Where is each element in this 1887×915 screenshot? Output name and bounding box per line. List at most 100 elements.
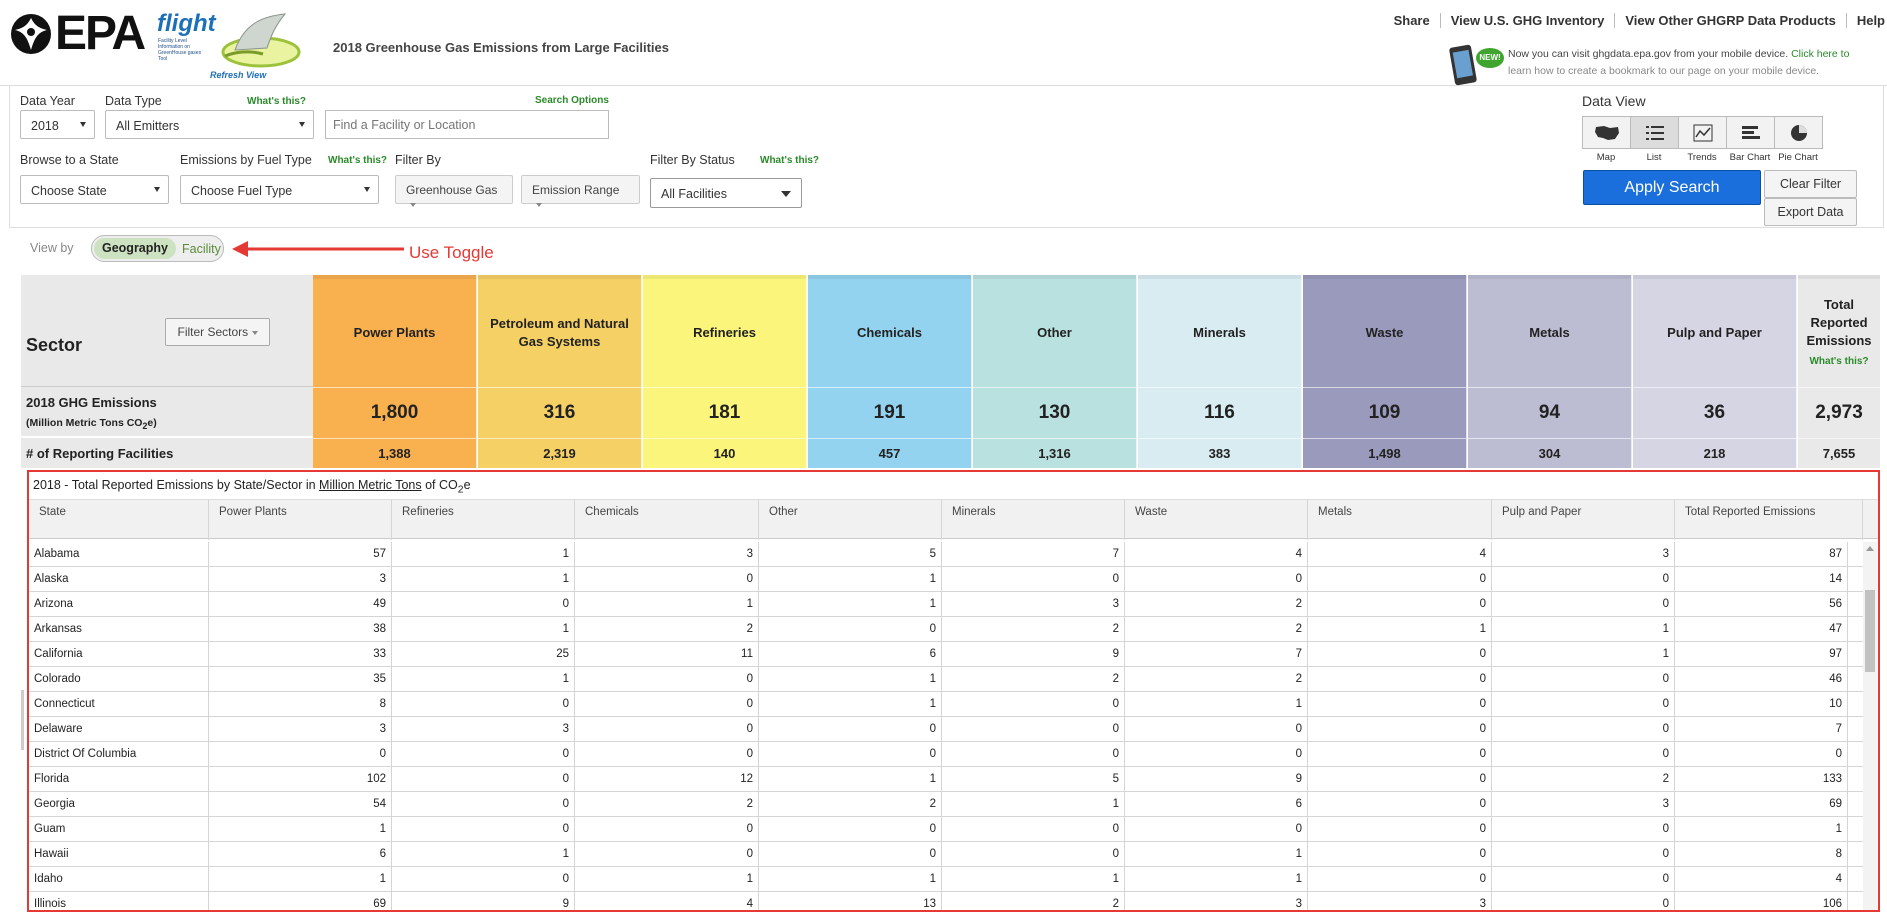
value-cell: 1 [392, 842, 575, 867]
sector-emissions: 191 [808, 387, 971, 437]
refresh-view-link[interactable]: Refresh View [210, 70, 267, 80]
table-row[interactable]: Delaware 3 3 0 0 0 0 0 0 7 [29, 717, 1863, 742]
new-badge: NEW! [1476, 48, 1504, 68]
scroll-up-icon[interactable] [1866, 546, 1874, 551]
list-view-button[interactable] [1630, 116, 1679, 149]
table-row[interactable]: Alaska 3 1 0 1 0 0 0 0 14 [29, 567, 1863, 592]
value-cell: 0 [1308, 842, 1492, 867]
table-row[interactable]: District Of Columbia 0 0 0 0 0 0 0 0 0 [29, 742, 1863, 767]
value-cell: 0 [1308, 642, 1492, 667]
data-year-select[interactable]: 2018 [20, 110, 95, 139]
table-row[interactable]: Illinois 69 9 4 13 2 3 3 0 106 [29, 892, 1863, 910]
pie-chart-icon [1790, 124, 1807, 141]
table-row[interactable]: Georgia 54 0 2 2 1 6 0 3 69 [29, 792, 1863, 817]
fuel-type-whats-this-link[interactable]: What's this? [328, 155, 388, 166]
value-cell: 2 [942, 667, 1125, 692]
search-options-link[interactable]: Search Options [535, 95, 609, 106]
trends-view-button[interactable] [1678, 116, 1727, 149]
grid-column-header[interactable]: State [29, 500, 209, 540]
grid-column-header[interactable]: Minerals [942, 500, 1125, 540]
grid-column-header[interactable]: Total Reported Emissions [1675, 500, 1863, 540]
mobile-text-a: Now you can visit ghgdata.epa.gov from y… [1508, 48, 1789, 60]
clear-filter-button[interactable]: Clear Filter [1764, 170, 1857, 198]
sector-column[interactable]: Petroleum and Natural Gas Systems 316 2,31… [478, 275, 642, 468]
map-label: Map [1596, 152, 1616, 163]
greenhouse-gas-dropdown[interactable]: Greenhouse Gas [395, 175, 513, 207]
table-row[interactable]: Guam 1 0 0 0 0 0 0 0 1 [29, 817, 1863, 842]
bar-chart-view-button[interactable] [1726, 116, 1775, 149]
sector-facilities: 383 [1138, 438, 1301, 468]
value-cell: 6 [209, 842, 392, 867]
state-select[interactable]: Choose State [20, 175, 169, 204]
status-whats-this-link[interactable]: What's this? [760, 155, 820, 166]
total-whats-this-link[interactable]: What's this? [1809, 355, 1869, 367]
value-cell: 1 [759, 667, 942, 692]
data-type-whats-this-link[interactable]: What's this? [247, 96, 307, 107]
value-cell: 11 [575, 642, 759, 667]
sector-column[interactable]: Minerals 116 383 [1138, 275, 1302, 468]
table-row[interactable]: Idaho 1 0 1 1 1 1 0 0 4 [29, 867, 1863, 892]
share-link[interactable]: Share [1384, 13, 1441, 28]
value-cell: 0 [942, 567, 1125, 592]
grid-column-header[interactable]: Power Plants [209, 500, 392, 540]
flight-logo[interactable]: flight Facility Level Information on Gre… [157, 10, 307, 80]
filter-sectors-button[interactable]: Filter Sectors [165, 318, 270, 346]
value-cell: 0 [209, 742, 392, 767]
value-cell: 4 [1308, 542, 1492, 567]
fuel-type-select[interactable]: Choose Fuel Type [180, 175, 379, 204]
table-row[interactable]: Arkansas 38 1 2 0 2 2 1 1 47 [29, 617, 1863, 642]
value-cell: 2 [1125, 592, 1308, 617]
total-header: Total Reported Emissions What's this? [1798, 275, 1880, 387]
table-row[interactable]: Connecticut 8 0 0 1 0 1 0 0 10 [29, 692, 1863, 717]
grid-column-header[interactable]: Waste [1125, 500, 1308, 540]
table-row[interactable]: California 33 25 11 6 9 7 0 1 97 [29, 642, 1863, 667]
sector-column[interactable]: Pulp and Paper 36 218 [1633, 275, 1797, 468]
pie-chart-view-button[interactable] [1774, 116, 1823, 149]
value-cell: 7 [1675, 717, 1848, 742]
scrollbar-thumb[interactable] [1865, 590, 1875, 672]
grid-column-header[interactable]: Other [759, 500, 942, 540]
sector-column[interactable]: Metals 94 304 [1468, 275, 1632, 468]
sector-emissions: 1,800 [313, 387, 476, 437]
grid-column-header[interactable]: Refineries [392, 500, 575, 540]
grid-column-header[interactable]: Metals [1308, 500, 1492, 540]
million-metric-tons-link[interactable]: Million Metric Tons [319, 478, 422, 492]
sector-column[interactable]: Other 130 1,316 [973, 275, 1137, 468]
sector-facilities: 1,498 [1303, 438, 1466, 468]
sector-column[interactable]: Chemicals 191 457 [808, 275, 972, 468]
search-input[interactable] [325, 110, 609, 139]
sector-name: Waste [1303, 275, 1466, 387]
value-cell: 1 [1492, 617, 1675, 642]
table-row[interactable]: Arizona 49 0 1 1 3 2 0 0 56 [29, 592, 1863, 617]
status-select[interactable]: All Facilities [650, 178, 802, 208]
sector-column[interactable]: Refineries 181 140 [643, 275, 807, 468]
mobile-click-here-link[interactable]: Click here to [1791, 48, 1850, 60]
sector-column[interactable]: Waste 109 1,498 [1303, 275, 1467, 468]
map-view-button[interactable] [1582, 116, 1631, 149]
data-type-select[interactable]: All Emitters [105, 110, 314, 139]
toggle-geography[interactable]: Geography [94, 238, 176, 259]
table-row[interactable]: Colorado 35 1 0 1 2 2 0 0 46 [29, 667, 1863, 692]
toggle-facility[interactable]: Facility [182, 241, 221, 256]
value-cell: 2 [575, 792, 759, 817]
table-row[interactable]: Hawaii 6 1 0 0 0 1 0 0 8 [29, 842, 1863, 867]
geography-facility-toggle[interactable]: Geography Facility [91, 235, 224, 262]
chevron-down-icon [80, 122, 86, 127]
help-link[interactable]: Help [1856, 13, 1885, 28]
table-row[interactable]: Florida 102 0 12 1 5 9 0 2 133 [29, 767, 1863, 792]
value-cell: 0 [392, 692, 575, 717]
table-row[interactable]: Alabama 57 1 3 5 7 4 4 3 87 [29, 542, 1863, 567]
value-cell: 0 [1308, 667, 1492, 692]
apply-search-button[interactable]: Apply Search [1583, 170, 1761, 205]
epa-logo[interactable]: EPA [9, 10, 146, 58]
export-data-button[interactable]: Export Data [1764, 198, 1857, 226]
grid-scrollbar[interactable] [1863, 542, 1877, 910]
other-products-link[interactable]: View Other GHGRP Data Products [1615, 13, 1847, 28]
emission-range-dropdown[interactable]: Emission Range [521, 175, 640, 207]
value-cell: 0 [1492, 817, 1675, 842]
grid-column-header[interactable]: Chemicals [575, 500, 759, 540]
flight-wordmark: flight [157, 10, 216, 37]
grid-column-header[interactable]: Pulp and Paper [1492, 500, 1675, 540]
sector-column[interactable]: Power Plants 1,800 1,388 [313, 275, 477, 468]
ghg-inventory-link[interactable]: View U.S. GHG Inventory [1441, 13, 1616, 28]
